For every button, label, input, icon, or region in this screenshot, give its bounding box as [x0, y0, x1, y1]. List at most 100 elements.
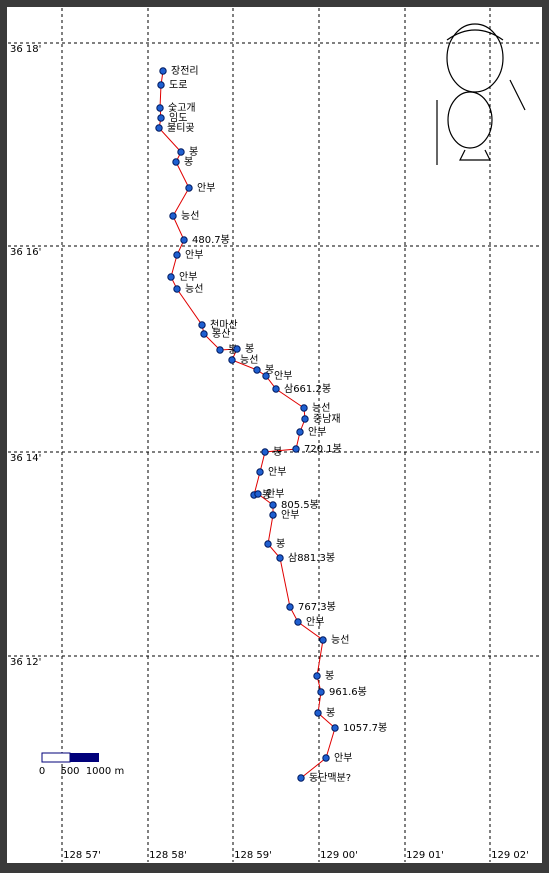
- scale-label: 500: [60, 766, 79, 777]
- lat-label: 36 18': [10, 44, 41, 55]
- waypoint: [157, 114, 165, 122]
- waypoint: [256, 468, 264, 476]
- waypoint-label: 봉: [276, 538, 285, 550]
- scale-label: 0: [39, 766, 45, 777]
- waypoint-label: 봉산: [212, 328, 230, 340]
- waypoint-label: 능선: [181, 210, 199, 222]
- waypoint: [173, 251, 181, 259]
- waypoint: [159, 67, 167, 75]
- lon-label: 129 02': [491, 850, 529, 861]
- waypoint-label: 봉: [326, 707, 335, 719]
- waypoint-label: 삼881.3봉: [288, 552, 335, 564]
- waypoint: [286, 603, 294, 611]
- waypoint-label: 안부: [268, 466, 286, 478]
- waypoint-label: 임도: [169, 111, 187, 124]
- waypoint: [301, 415, 309, 423]
- waypoint: [313, 672, 321, 680]
- waypoint-label: 안부: [334, 752, 352, 764]
- lon-label: 128 57': [63, 850, 101, 861]
- map-area: [7, 7, 542, 863]
- waypoint-label: 봉: [189, 146, 198, 158]
- waypoint: [296, 428, 304, 436]
- waypoint-label: 480.7봉: [192, 234, 230, 246]
- waypoint: [322, 754, 330, 762]
- graticule: 128 57' 128 58' 128 59' 129 00' 129 01' 129 0…: [8, 8, 541, 862]
- waypoint: [180, 236, 188, 244]
- lat-label: 36 12': [10, 657, 41, 668]
- waypoint: [169, 212, 177, 220]
- waypoint: [216, 346, 224, 354]
- scale-segment: [70, 753, 99, 762]
- waypoint-label: 안부: [274, 370, 292, 382]
- waypoint-label: 능선: [331, 634, 349, 646]
- waypoint: [297, 774, 305, 782]
- waypoint: [200, 330, 208, 338]
- waypoint-label: 안부: [197, 182, 215, 194]
- lat-label: 36 16': [10, 247, 41, 258]
- waypoint-label: 720.1봉: [304, 443, 342, 455]
- waypoint: [264, 540, 272, 548]
- waypoint-label: 805.5봉: [281, 499, 319, 511]
- waypoint-label: 능선: [185, 283, 203, 295]
- waypoint-label: 장전리: [171, 65, 199, 77]
- waypoint: [198, 321, 206, 329]
- waypoint: [314, 709, 322, 717]
- waypoint: [157, 81, 165, 89]
- waypoint: [317, 688, 325, 696]
- waypoint-label: 능선: [312, 402, 330, 414]
- waypoint: [254, 490, 262, 498]
- waypoint: [177, 148, 185, 156]
- lat-label: 36 14': [10, 453, 41, 464]
- waypoint: [233, 345, 241, 353]
- lon-label: 129 01': [406, 850, 444, 861]
- lon-label: 128 59': [234, 850, 272, 861]
- waypoint: [156, 104, 164, 112]
- waypoint-label: 봉: [262, 489, 271, 501]
- waypoint-label: 봉: [325, 670, 334, 682]
- waypoint-label: 961.6봉: [329, 686, 367, 698]
- waypoint-label: 봉: [228, 344, 237, 356]
- waypoint-label: 능선: [240, 354, 258, 366]
- waypoint: [276, 554, 284, 562]
- scale-label: 1000 m: [86, 766, 124, 777]
- waypoint: [172, 158, 180, 166]
- waypoint-label: 안부: [179, 271, 197, 283]
- waypoint: [269, 501, 277, 509]
- waypoint-label: 봉: [265, 364, 274, 376]
- waypoint-label: 안부: [185, 249, 203, 261]
- waypoint-label: 삼661.2봉: [284, 383, 331, 395]
- waypoint-label: 천마산: [210, 319, 238, 331]
- waypoint: [253, 366, 261, 374]
- waypoint: [294, 618, 302, 626]
- waypoint-label: 봉: [273, 446, 282, 458]
- mascot: [436, 23, 526, 165]
- waypoint-label: 도로: [169, 80, 187, 91]
- waypoint-label: 중남재: [313, 413, 341, 425]
- waypoint-label: 봉: [184, 156, 193, 168]
- waypoint-label: 1057.7봉: [343, 722, 387, 734]
- waypoint-label: 동단맥분?: [309, 772, 351, 784]
- waypoint: [272, 385, 280, 393]
- waypoint: [300, 404, 308, 412]
- route: [158, 70, 336, 779]
- waypoint-label: 불티곶: [167, 122, 195, 134]
- waypoint-label: 안부: [306, 616, 324, 628]
- waypoint: [292, 445, 300, 453]
- waypoint: [269, 511, 277, 519]
- lon-label: 128 58': [149, 850, 187, 861]
- waypoint: [173, 285, 181, 293]
- waypoint: [185, 184, 193, 192]
- waypoint: [155, 124, 163, 132]
- waypoint-label: 봉: [245, 343, 254, 355]
- waypoint: [228, 356, 236, 364]
- waypoint: [262, 372, 270, 380]
- waypoint-label: 767.3봉: [298, 601, 336, 613]
- waypoint: [261, 448, 269, 456]
- waypoint: [331, 724, 339, 732]
- waypoint-label: 숯고개: [168, 102, 196, 114]
- waypoint: [319, 636, 327, 644]
- waypoint-label: 안부: [266, 488, 284, 500]
